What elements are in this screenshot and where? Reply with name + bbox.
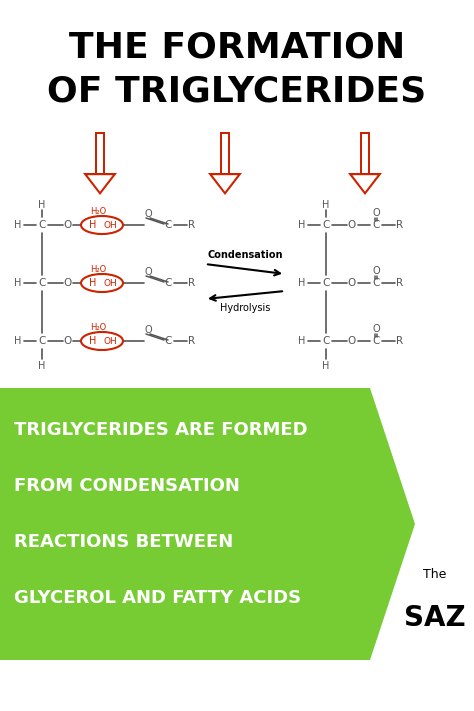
Text: OH: OH (103, 279, 117, 287)
Text: C: C (38, 220, 46, 230)
Text: C: C (322, 336, 330, 346)
Text: OH: OH (103, 220, 117, 230)
Text: C: C (164, 336, 172, 346)
Text: H₂O: H₂O (90, 206, 106, 215)
Text: C: C (322, 278, 330, 288)
Text: H: H (38, 361, 46, 371)
Text: R: R (396, 220, 403, 230)
Text: O: O (64, 336, 72, 346)
Polygon shape (83, 173, 117, 195)
Text: O: O (372, 324, 380, 334)
Text: H: H (298, 278, 306, 288)
Text: SAZ: SAZ (404, 604, 466, 632)
Text: H: H (14, 278, 22, 288)
Text: O: O (372, 266, 380, 276)
Polygon shape (222, 134, 228, 173)
Polygon shape (97, 134, 103, 173)
Text: H: H (14, 220, 22, 230)
Text: O: O (64, 220, 72, 230)
Text: FROM CONDENSATION: FROM CONDENSATION (14, 477, 240, 495)
Text: O: O (348, 278, 356, 288)
Text: C: C (372, 336, 380, 346)
Text: THE FORMATION: THE FORMATION (69, 31, 405, 65)
Text: R: R (189, 336, 196, 346)
Text: H: H (89, 336, 97, 346)
Text: H: H (298, 336, 306, 346)
Text: H: H (89, 278, 97, 288)
Text: R: R (396, 278, 403, 288)
Text: H: H (322, 200, 330, 210)
Text: O: O (372, 208, 380, 218)
Text: OF TRIGLYCERIDES: OF TRIGLYCERIDES (47, 75, 427, 109)
Polygon shape (87, 175, 113, 192)
Text: R: R (189, 278, 196, 288)
Polygon shape (348, 173, 382, 195)
Text: R: R (189, 220, 196, 230)
Text: O: O (144, 209, 152, 219)
Text: H: H (14, 336, 22, 346)
Polygon shape (212, 175, 237, 192)
Text: O: O (144, 325, 152, 335)
Polygon shape (362, 134, 368, 173)
Text: O: O (348, 336, 356, 346)
Text: C: C (38, 336, 46, 346)
Text: REACTIONS BETWEEN: REACTIONS BETWEEN (14, 533, 233, 551)
Text: H: H (298, 220, 306, 230)
Text: H₂O: H₂O (90, 323, 106, 331)
Text: C: C (372, 278, 380, 288)
Text: H: H (38, 200, 46, 210)
Polygon shape (352, 175, 378, 192)
Text: The: The (423, 569, 447, 582)
Polygon shape (220, 132, 230, 173)
Text: C: C (164, 220, 172, 230)
Text: R: R (396, 336, 403, 346)
Text: Condensation: Condensation (207, 250, 283, 260)
Text: C: C (38, 278, 46, 288)
Text: C: C (372, 220, 380, 230)
Text: H: H (89, 220, 97, 230)
Polygon shape (360, 132, 370, 173)
Text: H₂O: H₂O (90, 264, 106, 274)
Text: H: H (322, 361, 330, 371)
Text: C: C (322, 220, 330, 230)
Text: C: C (164, 278, 172, 288)
Text: O: O (144, 267, 152, 277)
Text: OH: OH (103, 336, 117, 346)
Polygon shape (208, 173, 242, 195)
Text: O: O (348, 220, 356, 230)
Text: TRIGLYCERIDES ARE FORMED: TRIGLYCERIDES ARE FORMED (14, 421, 308, 439)
Polygon shape (95, 132, 105, 173)
Polygon shape (0, 388, 415, 660)
Text: GLYCEROL AND FATTY ACIDS: GLYCEROL AND FATTY ACIDS (14, 589, 301, 607)
Text: O: O (64, 278, 72, 288)
Text: Hydrolysis: Hydrolysis (220, 303, 270, 313)
